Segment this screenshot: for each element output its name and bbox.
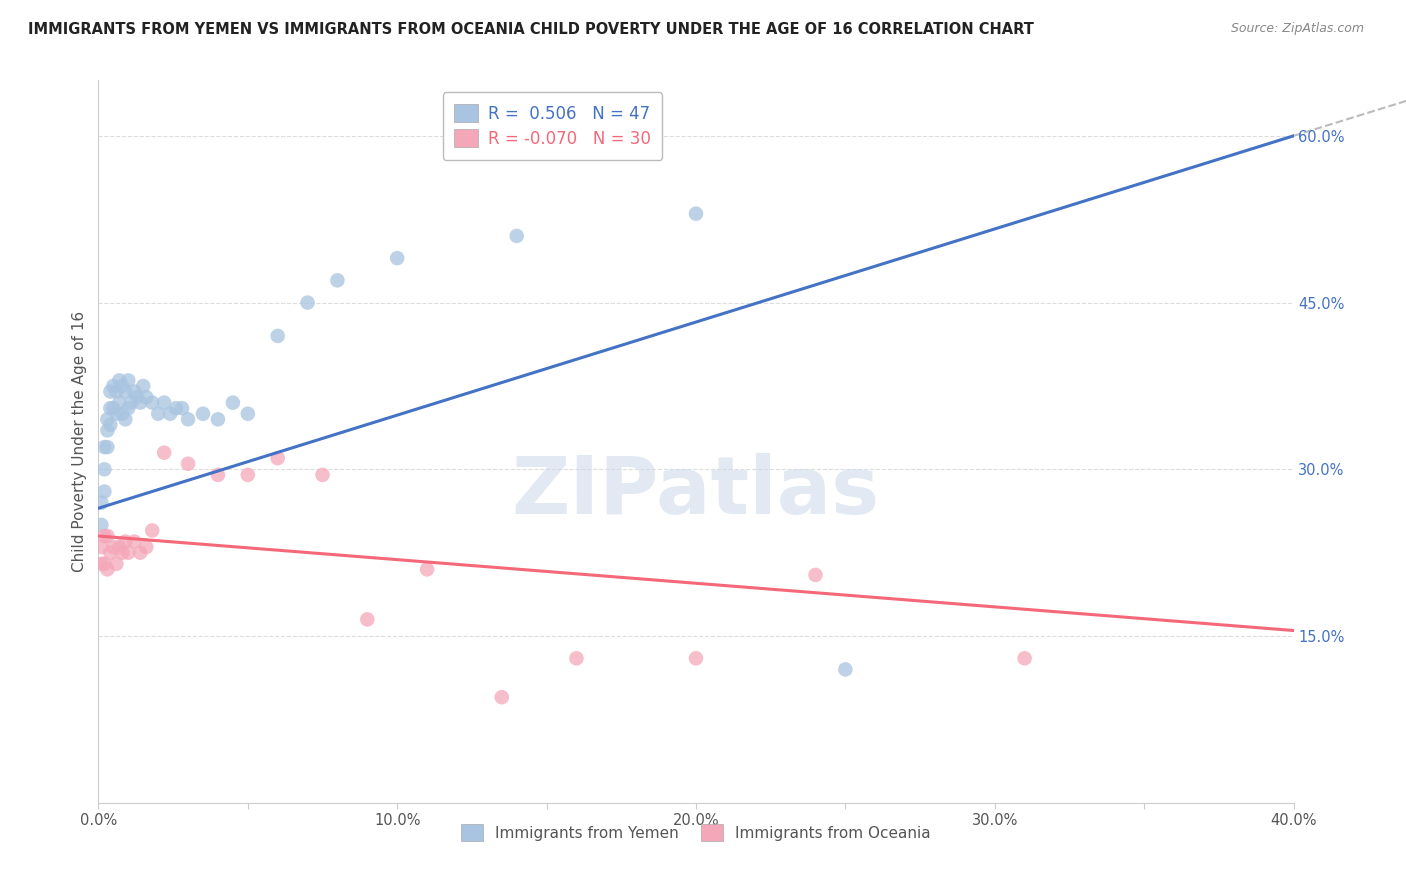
Point: [96, 412, 118, 426]
Point: [117, 546, 139, 560]
Point: [297, 295, 319, 310]
Point: [804, 568, 827, 582]
Point: [120, 395, 142, 409]
Point: [114, 384, 136, 399]
Point: [207, 467, 229, 482]
Point: [117, 373, 139, 387]
Point: [135, 540, 157, 554]
Point: [103, 401, 125, 416]
Point: [114, 412, 136, 426]
Point: [93, 529, 115, 543]
Point: [117, 401, 139, 416]
Point: [93, 440, 115, 454]
Point: [98, 384, 122, 399]
Point: [93, 462, 115, 476]
Point: [132, 379, 155, 393]
Point: [207, 412, 229, 426]
Point: [153, 445, 176, 459]
Point: [96, 529, 118, 543]
Point: [356, 612, 378, 626]
Point: [311, 467, 333, 482]
Point: [103, 540, 125, 554]
Point: [222, 395, 245, 409]
Point: [326, 273, 349, 287]
Point: [177, 457, 200, 471]
Point: [98, 401, 122, 416]
Point: [96, 440, 118, 454]
Point: [834, 662, 856, 676]
Point: [90, 496, 112, 510]
Point: [114, 534, 136, 549]
Point: [108, 540, 131, 554]
Point: [506, 228, 529, 243]
Point: [416, 562, 439, 576]
Point: [141, 395, 163, 409]
Point: [108, 395, 131, 409]
Point: [141, 524, 163, 538]
Point: [111, 546, 134, 560]
Point: [177, 412, 200, 426]
Point: [90, 557, 112, 571]
Point: [103, 379, 125, 393]
Point: [96, 562, 118, 576]
Point: [267, 451, 290, 466]
Point: [90, 540, 112, 554]
Point: [148, 407, 170, 421]
Point: [98, 417, 122, 432]
Point: [236, 407, 259, 421]
Point: [172, 401, 194, 416]
Point: [124, 384, 146, 399]
Text: IMMIGRANTS FROM YEMEN VS IMMIGRANTS FROM OCEANIA CHILD POVERTY UNDER THE AGE OF : IMMIGRANTS FROM YEMEN VS IMMIGRANTS FROM…: [28, 22, 1033, 37]
Point: [124, 534, 146, 549]
Point: [93, 484, 115, 499]
Text: Source: ZipAtlas.com: Source: ZipAtlas.com: [1230, 22, 1364, 36]
Text: ZIPatlas: ZIPatlas: [512, 453, 880, 531]
Y-axis label: Child Poverty Under the Age of 16: Child Poverty Under the Age of 16: [72, 311, 87, 572]
Point: [129, 395, 152, 409]
Point: [1014, 651, 1036, 665]
Point: [105, 407, 128, 421]
Point: [153, 395, 176, 409]
Point: [685, 651, 707, 665]
Point: [565, 651, 588, 665]
Point: [111, 407, 134, 421]
Point: [267, 329, 290, 343]
Point: [191, 407, 214, 421]
Point: [685, 207, 707, 221]
Point: [165, 401, 187, 416]
Point: [105, 557, 128, 571]
Point: [98, 546, 122, 560]
Point: [236, 467, 259, 482]
Point: [491, 690, 513, 705]
Point: [90, 517, 112, 532]
Point: [93, 557, 115, 571]
Point: [108, 373, 131, 387]
Point: [105, 384, 128, 399]
Point: [135, 390, 157, 404]
Point: [111, 379, 134, 393]
Point: [385, 251, 409, 265]
Legend: Immigrants from Yemen, Immigrants from Oceania: Immigrants from Yemen, Immigrants from O…: [449, 812, 943, 853]
Point: [96, 424, 118, 438]
Point: [129, 546, 152, 560]
Point: [127, 390, 149, 404]
Point: [159, 407, 181, 421]
